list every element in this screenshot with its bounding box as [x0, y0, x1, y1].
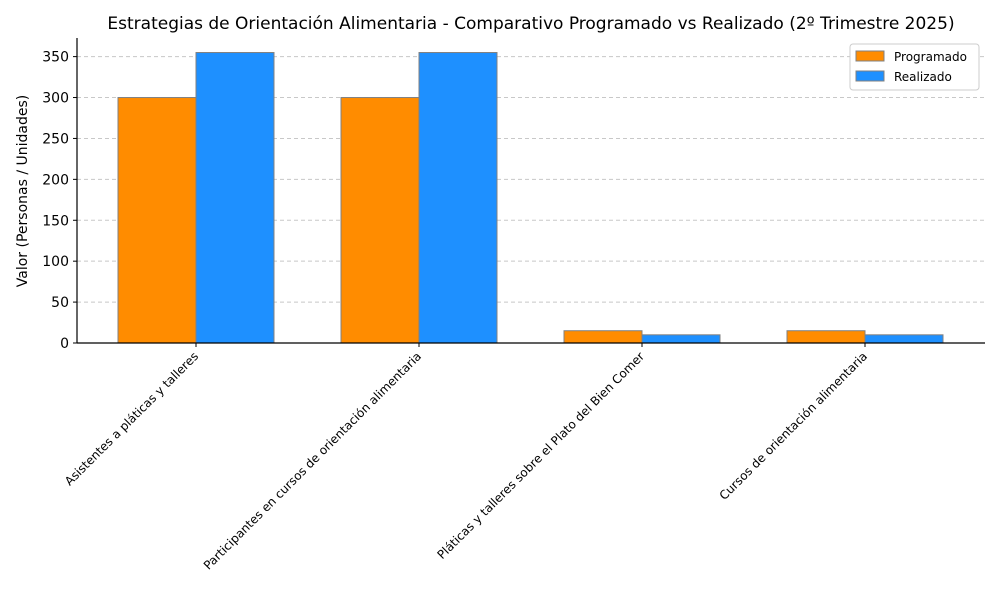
- bar-realizado: [418, 52, 498, 344]
- y-tick-label: 350: [42, 50, 69, 66]
- y-tick-label: 150: [42, 213, 69, 229]
- y-tick-label: 300: [42, 91, 69, 107]
- y-tick-label: 50: [51, 295, 69, 311]
- bar-programado: [340, 97, 420, 344]
- y-tick-label: 100: [42, 254, 69, 270]
- bar-programado: [563, 330, 643, 344]
- chart-title: Estrategias de Orientación Alimentaria -…: [107, 14, 954, 34]
- x-tick-label: Pláticas y talleres sobre el Plato del B…: [434, 349, 647, 562]
- legend-label-realizado: Realizado: [894, 70, 952, 84]
- bar-realizado: [641, 334, 721, 344]
- x-tick-label: Cursos de orientación alimentaria: [717, 349, 871, 503]
- x-tick-label: Asistentes a pláticas y talleres: [62, 349, 201, 488]
- legend-swatch-realizado: [855, 70, 885, 82]
- y-axis-label: Valor (Personas / Unidades): [15, 95, 31, 287]
- legend-label-programado: Programado: [894, 50, 967, 64]
- y-tick-label: 200: [42, 172, 69, 188]
- x-tick-label: Participantes en cursos de orientación a…: [201, 349, 424, 572]
- legend-swatch-programado: [855, 50, 885, 62]
- bar-realizado: [864, 334, 944, 344]
- bar-realizado: [195, 52, 275, 344]
- y-tick-label: 0: [60, 336, 69, 352]
- bar-programado: [117, 97, 197, 344]
- legend: Programado Realizado: [849, 43, 980, 91]
- y-tick-label: 250: [42, 131, 69, 147]
- bar-programado: [786, 330, 866, 344]
